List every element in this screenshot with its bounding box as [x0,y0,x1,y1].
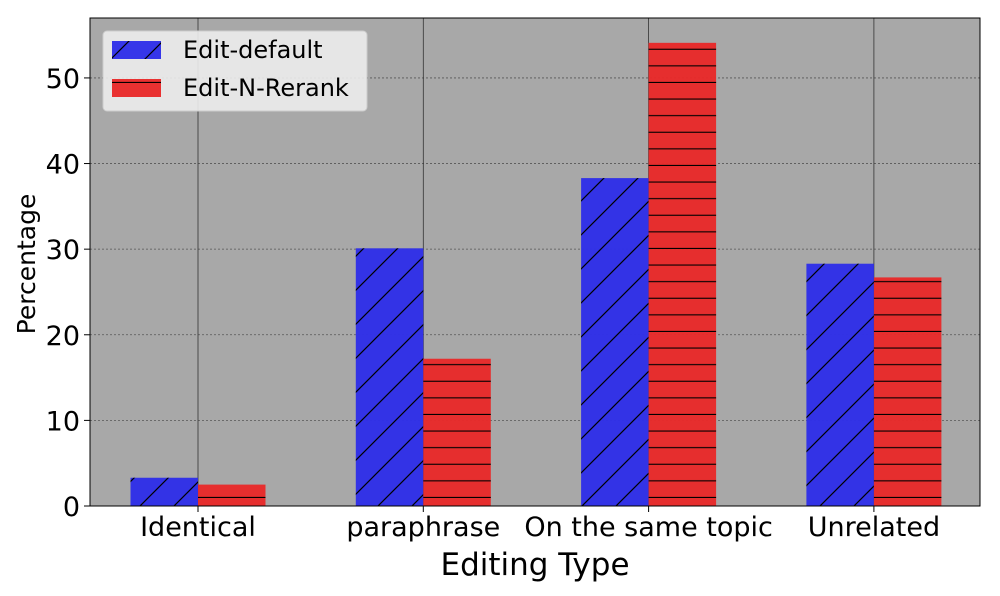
bar-hatch [581,178,649,506]
bar-edit-n-rerank-paraphrase [423,358,491,506]
y-axis-ticks: 0 10 20 30 40 50 [46,64,90,523]
bar-hatch [130,477,198,506]
x-tick-label: Identical [140,512,256,543]
y-tick-label: 50 [46,64,80,95]
y-tick-label: 20 [46,321,80,352]
y-axis-label: Percentage [12,194,41,335]
y-tick-label: 40 [46,150,80,181]
bar-edit-n-rerank-unrelated [873,277,942,506]
bar-edit-n-rerank-on-the-same-topic [648,42,717,507]
bar-edit-default-paraphrase [355,248,424,506]
bar-hatch [198,484,266,506]
y-tick-label: 30 [46,235,80,266]
bar-hatch [423,358,491,506]
bar-hatch [806,263,874,506]
legend-swatch-hatch [112,79,161,97]
bars [130,42,942,507]
x-tick-label: On the same topic [524,512,773,543]
legend: Edit-default Edit-N-Rerank [102,30,368,112]
bar-edit-default-identical [130,477,198,506]
bar-hatch [873,277,942,506]
legend-label: Edit-default [183,36,323,64]
x-axis-label: Editing Type [440,547,629,583]
bar-edit-default-unrelated [806,263,874,506]
x-axis-ticks: Identical paraphrase On the same topic Unre… [140,506,940,543]
legend-item-edit-n-rerank: Edit-N-Rerank [112,74,349,102]
legend-label: Edit-N-Rerank [183,74,349,102]
y-tick-label: 0 [63,492,80,523]
plot-frame [89,17,981,507]
x-tick-label: paraphrase [346,512,500,543]
bar-edit-n-rerank-identical [198,484,266,506]
bar-hatch [355,248,424,506]
bar-hatch [648,42,717,507]
y-tick-label: 10 [46,406,80,437]
legend-box [102,30,368,112]
legend-item-edit-default: Edit-default [112,36,323,64]
bar-edit-default-on-the-same-topic [581,178,649,506]
legend-swatch-hatch [112,41,161,59]
x-tick-label: Unrelated [808,512,940,543]
